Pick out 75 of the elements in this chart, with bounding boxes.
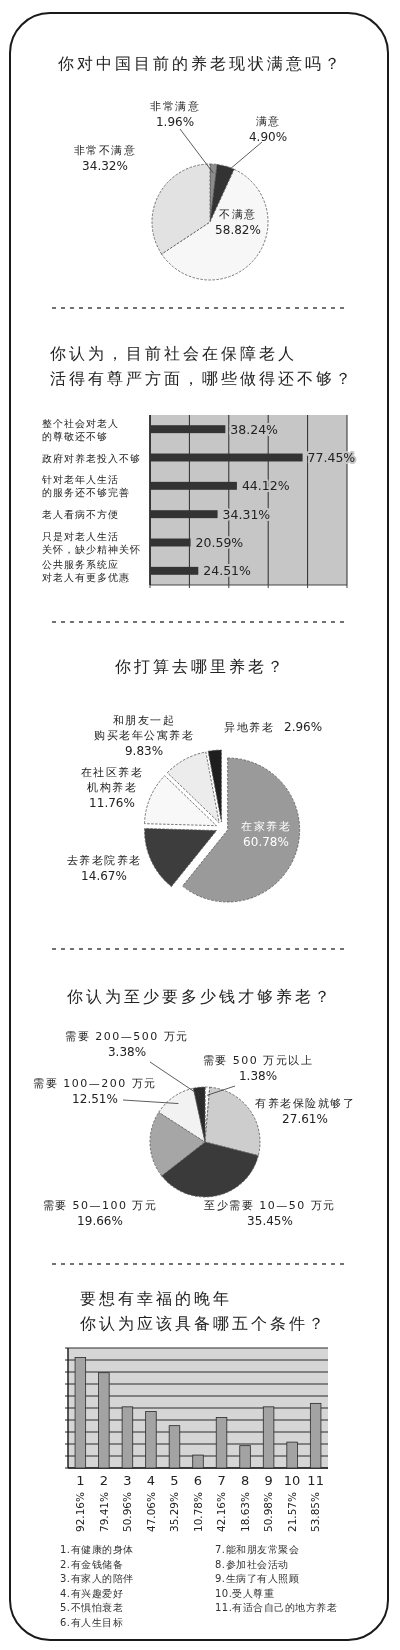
x-tick-label: 9 [264, 1473, 273, 1488]
slice-label: 和朋友一起购买老年公寓养老 [94, 714, 194, 742]
data-label: 10.78% [191, 1491, 204, 1533]
data-label: 1.38% [238, 1069, 278, 1083]
y-tick-label: 老人看病不方便 [42, 509, 119, 521]
slice-label: 非常满意 [150, 100, 200, 113]
slice-label: 需要 500 万元以上 [202, 1054, 314, 1067]
y-tick-label: 公共服务系统应对老人有更多优惠 [42, 559, 130, 584]
text: 7.能和朋友常聚会 [215, 1544, 300, 1555]
x-tick-label: 1 [76, 1473, 85, 1488]
chart-title: 你对中国目前的养老现状满意吗？ [56, 55, 343, 73]
y-tick-label: 针对老年人生活的服务还不够完善 [41, 474, 130, 499]
data-label: 60.78% [243, 835, 289, 849]
x-tick-label: 3 [123, 1473, 132, 1488]
data-label: 50.98% [262, 1491, 275, 1533]
y-tick-label: 整个社会对老人的尊敬还不够 [42, 417, 119, 442]
data-label: 34.32% [82, 159, 128, 173]
text: 10.受人尊重 [215, 1587, 275, 1599]
data-label: 50.96% [121, 1491, 134, 1533]
text: 6.有人生目标 [60, 1616, 124, 1628]
x-tick-label: 2 [99, 1473, 109, 1488]
text: 8.参加社会活动 [215, 1558, 289, 1570]
data-label: 21.57% [285, 1491, 298, 1533]
chart-title: 你认为，目前社会在保障老人活得有尊严方面，哪些做得还不够？ [49, 345, 354, 388]
data-label: 42.16% [215, 1491, 228, 1533]
data-label: 53.85% [309, 1491, 322, 1533]
y-tick-label: 政府对养老投入不够 [42, 452, 141, 464]
x-tick-label: 4 [146, 1473, 156, 1488]
slice-label: 在社区养老机构养老 [80, 766, 144, 794]
chart-title: 你认为至少要多少钱才够养老？ [66, 988, 333, 1006]
data-label: 35.29% [168, 1491, 181, 1533]
y-tick-label: 只是对老人生活关怀，缺少精神关怀 [42, 531, 141, 555]
slice-label: 去养老院养老 [66, 854, 142, 867]
x-tick-label: 11 [307, 1473, 324, 1488]
data-label: 4.90% [248, 130, 288, 144]
data-label: 35.45% [247, 1214, 293, 1228]
data-label: 58.82% [215, 223, 261, 237]
x-tick-label: 5 [170, 1473, 179, 1488]
slice-label: 异地养老 [224, 721, 274, 734]
text: 2.有金钱储备 [60, 1558, 124, 1570]
data-label: 92.16% [74, 1491, 87, 1533]
text: 3.有家人的陪伴 [60, 1573, 134, 1584]
data-label: 79.41% [97, 1491, 110, 1533]
data-label: 2.96% [284, 720, 323, 734]
data-label: 47.06% [144, 1491, 157, 1533]
data-label: 1.96% [155, 115, 195, 129]
slice-label: 需要 50—100 万元 [42, 1199, 158, 1212]
text: 4.有兴趣爱好 [60, 1587, 124, 1599]
data-label: 19.66% [77, 1214, 123, 1228]
data-label: 18.63% [238, 1491, 251, 1533]
slice-label: 有养老保险就够了 [255, 1097, 355, 1110]
x-tick-label: 6 [193, 1473, 203, 1488]
x-tick-label: 8 [240, 1473, 250, 1488]
slice-label: 需要 200—500 万元 [65, 1030, 189, 1043]
data-label: 14.67% [81, 869, 127, 883]
data-label: 3.38% [107, 1045, 147, 1059]
chart-title: 要想有幸福的晚年你认为应该具备哪五个条件？ [79, 1290, 327, 1333]
text: 11.有适合自己的地方养老 [215, 1602, 338, 1613]
slice-label: 至少需要 10—50 万元 [204, 1199, 336, 1212]
x-tick-label: 7 [217, 1473, 226, 1488]
slice-label: 不满意 [219, 208, 257, 221]
data-label: 12.51% [72, 1092, 118, 1106]
slice-label: 需要 100—200 万元 [33, 1077, 157, 1090]
slice-label: 满意 [255, 115, 281, 128]
text: 5.不惧怕衰老 [60, 1602, 124, 1613]
data-label: 77.45% [307, 450, 356, 465]
chart-title: 你打算去哪里养老？ [113, 658, 286, 676]
text: 9.生病了有人照顾 [215, 1573, 300, 1584]
data-label: 9.83% [124, 744, 164, 758]
x-tick-label: 10 [283, 1473, 301, 1488]
slice-label: 非常不满意 [73, 144, 137, 157]
slice-label: 在家养老 [241, 820, 291, 833]
data-label: 27.61% [282, 1112, 328, 1126]
text: 1.有健康的身体 [60, 1544, 134, 1555]
data-label: 11.76% [89, 796, 135, 810]
